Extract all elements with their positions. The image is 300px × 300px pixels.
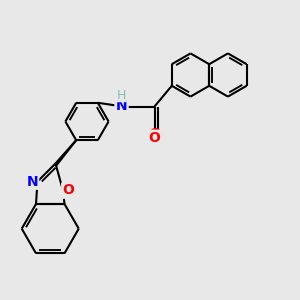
Text: N: N — [26, 175, 38, 188]
Text: N: N — [26, 175, 38, 188]
Text: H: H — [117, 89, 126, 103]
Text: O: O — [62, 184, 74, 197]
Text: O: O — [148, 131, 160, 145]
Text: O: O — [62, 184, 74, 197]
Text: H: H — [117, 88, 126, 102]
Text: O: O — [148, 128, 161, 142]
Text: N: N — [116, 100, 127, 113]
Text: N: N — [115, 99, 128, 114]
